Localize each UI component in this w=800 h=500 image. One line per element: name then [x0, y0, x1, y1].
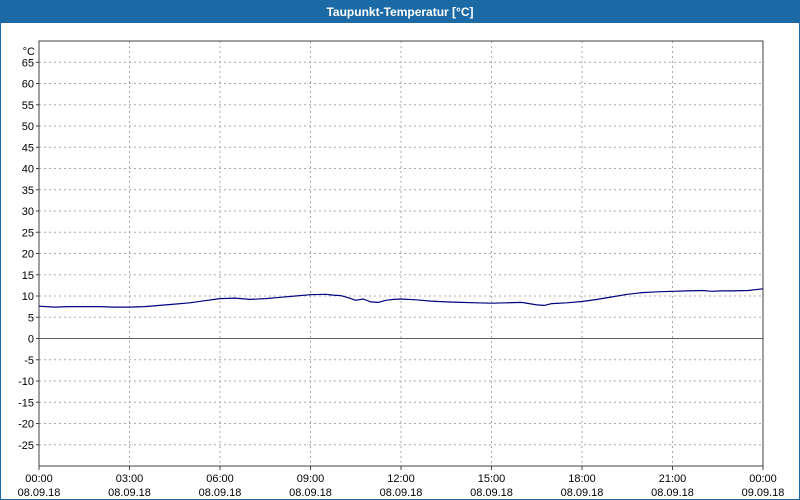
x-axis-tick-label: 00:00: [25, 473, 53, 485]
y-axis-tick-label: -15: [18, 397, 34, 409]
y-axis-tick-label: 35: [22, 185, 34, 197]
y-axis-tick-label: 50: [22, 121, 34, 133]
y-axis-tick-label: -10: [18, 376, 34, 388]
y-axis-tick-label: 55: [22, 100, 34, 112]
x-axis-tick-label: 21:00: [659, 473, 687, 485]
y-axis-tick-label: 15: [22, 270, 34, 282]
chart-canvas: °C65605550454035302520151050-5-10-15-20-…: [1, 23, 799, 499]
unit-label: °C: [23, 46, 35, 58]
y-axis-tick-label: -5: [24, 355, 34, 367]
y-axis-tick-label: -20: [18, 419, 34, 431]
y-axis-tick-label: 60: [22, 79, 34, 91]
x-axis-date-label: 08.09.18: [18, 487, 61, 499]
x-axis-tick-label: 15:00: [478, 473, 506, 485]
x-axis-tick-label: 18:00: [568, 473, 596, 485]
y-axis-tick-label: 65: [22, 57, 34, 69]
y-axis-tick-label: 30: [22, 206, 34, 218]
y-axis-tick-label: 5: [28, 312, 34, 324]
chart-background: [1, 23, 799, 499]
x-axis-tick-label: 09:00: [297, 473, 325, 485]
temperature-line: [38, 288, 764, 308]
y-axis-tick-label: 20: [22, 249, 34, 261]
x-axis-date-label: 08.09.18: [199, 487, 242, 499]
x-axis-date-label: 08.09.18: [380, 487, 423, 499]
y-axis-tick-label: 40: [22, 164, 34, 176]
x-axis-tick-label: 12:00: [387, 473, 415, 485]
x-axis-date-label: 09.09.18: [742, 487, 785, 499]
window-title-bar: Taupunkt-Temperatur [°C]: [1, 1, 799, 23]
y-axis-tick-label: 10: [22, 291, 34, 303]
y-axis-tick-label: 45: [22, 142, 34, 154]
x-axis-tick-label: 03:00: [116, 473, 144, 485]
x-axis-date-label: 08.09.18: [561, 487, 604, 499]
x-axis-tick-label: 00:00: [749, 473, 777, 485]
y-axis-tick-label: -25: [18, 440, 34, 452]
window-title: Taupunkt-Temperatur [°C]: [326, 5, 474, 19]
x-axis-date-label: 08.09.18: [289, 487, 332, 499]
x-axis-tick-label: 06:00: [206, 473, 234, 485]
y-axis-tick-label: 0: [28, 334, 34, 346]
x-axis-date-label: 08.09.18: [470, 487, 513, 499]
x-axis-date-label: 08.09.18: [651, 487, 694, 499]
x-axis-date-label: 08.09.18: [108, 487, 151, 499]
y-axis-tick-label: 25: [22, 227, 34, 239]
